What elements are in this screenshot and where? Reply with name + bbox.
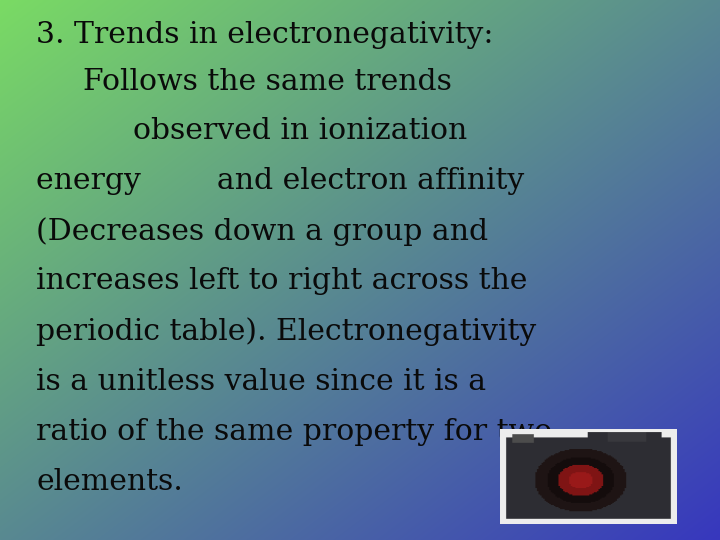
Text: is a unitless value since it is a: is a unitless value since it is a — [36, 368, 486, 396]
Text: elements.: elements. — [36, 468, 183, 496]
Text: increases left to right across the: increases left to right across the — [36, 267, 527, 295]
Text: periodic table). Electronegativity: periodic table). Electronegativity — [36, 317, 536, 346]
Text: (Decreases down a group and: (Decreases down a group and — [36, 217, 488, 246]
Text: observed in ionization: observed in ionization — [133, 117, 467, 145]
Text: ratio of the same property for two: ratio of the same property for two — [36, 418, 552, 446]
Text: energy        and electron affinity: energy and electron affinity — [36, 167, 524, 195]
Text: Follows the same trends: Follows the same trends — [83, 68, 451, 96]
Text: 3. Trends in electronegativity:: 3. Trends in electronegativity: — [36, 21, 493, 49]
